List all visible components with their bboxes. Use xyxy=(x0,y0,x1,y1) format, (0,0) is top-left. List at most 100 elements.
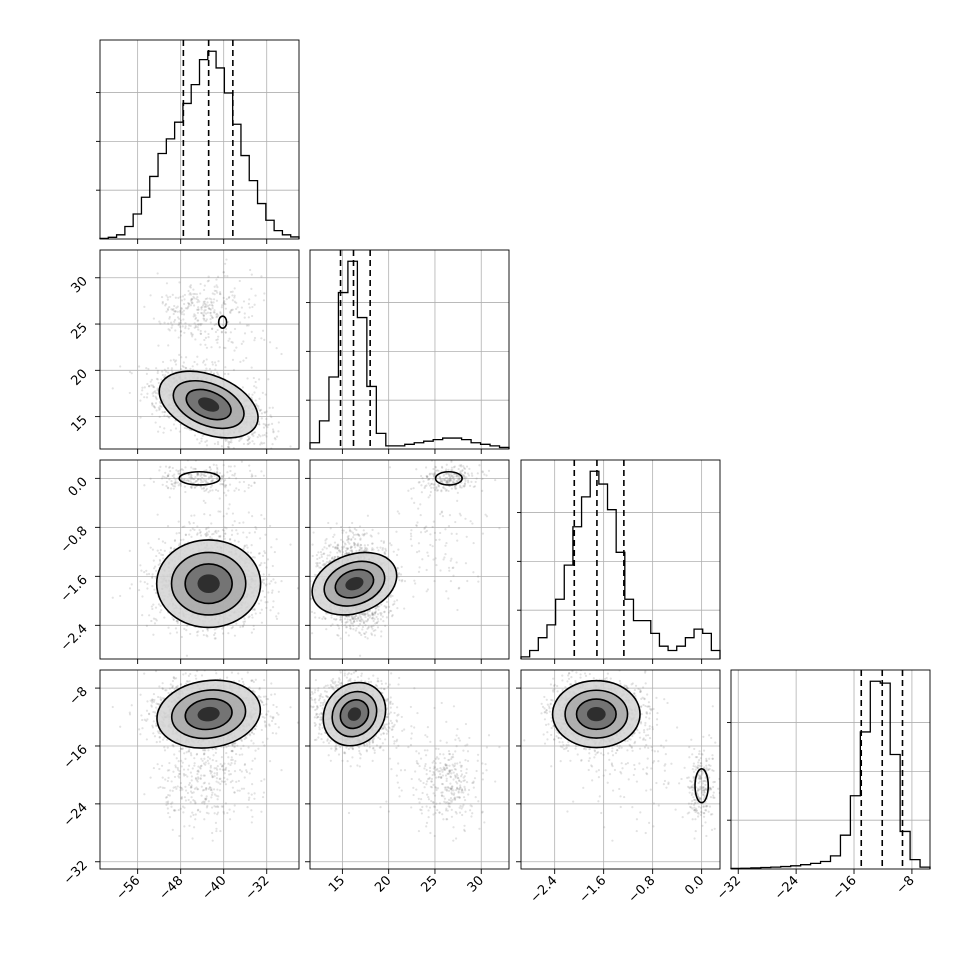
scatter-point xyxy=(260,608,263,611)
scatter-point xyxy=(162,431,165,434)
scatter-point xyxy=(151,573,154,576)
scatter-point xyxy=(204,312,208,315)
scatter-point xyxy=(196,326,199,329)
scatter-point xyxy=(199,477,202,480)
scatter-point xyxy=(182,318,185,321)
scatter-point xyxy=(215,289,218,293)
scatter-point xyxy=(195,297,198,300)
scatter-point xyxy=(216,441,220,444)
scatter-point xyxy=(209,314,212,317)
scatter-point xyxy=(160,609,163,612)
scatter-point xyxy=(245,536,248,539)
scatter-point xyxy=(177,484,180,487)
scatter-point xyxy=(166,525,170,528)
scatter-point xyxy=(150,605,153,608)
scatter-point xyxy=(130,583,133,586)
scatter-point xyxy=(261,434,264,437)
scatter-point xyxy=(261,590,264,593)
scatter-point xyxy=(259,435,262,438)
scatter-point xyxy=(210,304,214,307)
scatter-point xyxy=(143,305,146,308)
scatter-point xyxy=(233,287,236,290)
scatter-point xyxy=(190,474,193,477)
scatter-point xyxy=(235,529,238,532)
scatter-point xyxy=(221,627,224,630)
scatter-point xyxy=(209,476,212,479)
scatter-point xyxy=(183,302,186,306)
scatter-point xyxy=(199,534,203,537)
scatter-point xyxy=(216,338,219,341)
scatter-point xyxy=(183,293,187,297)
scatter-point xyxy=(179,482,182,485)
scatter-point xyxy=(128,391,131,395)
scatter-point xyxy=(254,399,257,402)
scatter-point xyxy=(155,569,158,572)
scatter-point xyxy=(189,291,192,295)
scatter-point xyxy=(264,393,267,396)
scatter-point xyxy=(194,479,198,483)
scatter-point xyxy=(270,580,273,583)
scatter-point xyxy=(216,323,219,326)
scatter-point xyxy=(257,433,261,436)
scatter-point xyxy=(154,402,158,405)
scatter-point xyxy=(248,441,251,444)
scatter-point xyxy=(259,611,262,615)
scatter-point xyxy=(252,624,255,628)
scatter-point xyxy=(253,481,256,485)
scatter-point xyxy=(174,310,177,313)
scatter-point xyxy=(161,540,164,543)
scatter-point xyxy=(187,473,191,476)
scatter-point xyxy=(215,316,218,319)
scatter-point xyxy=(173,473,176,476)
scatter-point xyxy=(253,607,256,611)
scatter-point xyxy=(206,280,209,283)
scatter-point xyxy=(230,438,233,442)
scatter-point xyxy=(222,296,225,299)
scatter-point xyxy=(195,308,199,311)
scatter-point xyxy=(204,297,207,301)
scatter-point xyxy=(151,413,154,416)
scatter-point xyxy=(167,322,170,325)
scatter-point xyxy=(251,314,254,318)
scatter-point xyxy=(220,330,223,333)
panel-frame-0-0 xyxy=(99,39,300,240)
scatter-point xyxy=(223,532,226,535)
scatter-point xyxy=(168,305,171,309)
scatter-point xyxy=(268,406,271,409)
scatter-point xyxy=(184,466,187,469)
scatter-point xyxy=(181,325,184,328)
scatter-point xyxy=(196,300,199,304)
scatter-point xyxy=(204,330,207,333)
scatter-point xyxy=(155,396,158,400)
scatter-point xyxy=(275,435,279,438)
scatter-point xyxy=(191,477,194,480)
scatter-point xyxy=(258,423,261,426)
scatter-point xyxy=(233,300,236,303)
scatter-point xyxy=(178,469,181,472)
scatter-point xyxy=(209,307,212,311)
scatter-point xyxy=(155,619,158,622)
scatter-point xyxy=(194,314,197,317)
scatter-point xyxy=(210,475,214,478)
scatter-point xyxy=(261,580,264,584)
scatter-point xyxy=(260,561,263,565)
y-tick-label: 15 xyxy=(69,413,91,435)
scatter-point xyxy=(260,470,263,473)
scatter-point xyxy=(206,297,209,300)
scatter-point xyxy=(190,297,193,300)
scatter-point xyxy=(179,329,183,333)
scatter-point xyxy=(160,553,163,556)
scatter-point xyxy=(111,387,114,390)
scatter-point xyxy=(192,304,196,307)
scatter-point xyxy=(210,537,214,540)
scatter-point xyxy=(186,306,190,309)
scatter-point xyxy=(158,408,161,411)
scatter-point xyxy=(220,445,223,448)
scatter-point xyxy=(275,617,279,620)
scatter-point xyxy=(146,382,149,386)
scatter-point xyxy=(143,484,146,487)
scatter-point xyxy=(228,295,231,299)
scatter-point xyxy=(189,367,192,370)
scatter-point xyxy=(183,525,186,528)
scatter-point xyxy=(195,293,198,296)
